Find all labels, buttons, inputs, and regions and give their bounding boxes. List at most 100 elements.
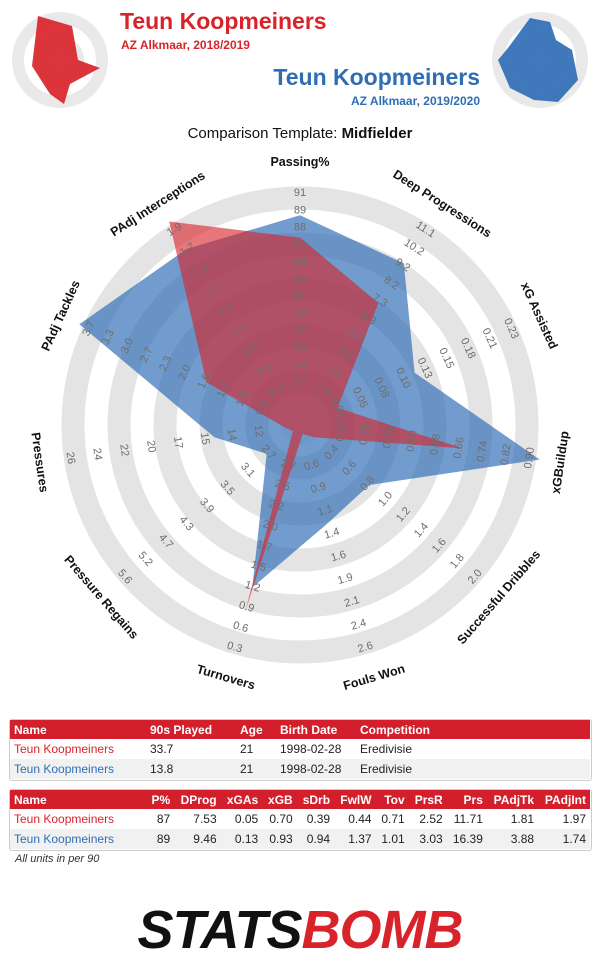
- axis-tick-label: 26: [64, 451, 78, 465]
- info-cell: Teun Koopmeiners: [10, 739, 146, 759]
- stats-cell: 0.44: [334, 809, 376, 829]
- axis-tick-label: 1.5: [249, 559, 267, 575]
- axis-tick-label: 89: [294, 204, 306, 216]
- axis-tick-label: 1.4: [323, 526, 341, 542]
- axis-tick-label: 82: [294, 273, 306, 285]
- stats-cell: 3.03: [408, 829, 447, 849]
- axis-tick-label: 17: [171, 436, 185, 450]
- axis-tick-label: 24: [90, 447, 104, 461]
- player2-name: Teun Koopmeiners: [273, 64, 480, 90]
- stats-cell: 1.97: [538, 809, 590, 829]
- axis-tick-label: 0.74: [475, 440, 490, 463]
- info-header-name: Name: [10, 720, 146, 739]
- axis-label: xG Assisted: [518, 280, 561, 351]
- info-cell: 1998-02-28: [276, 759, 356, 779]
- player1-radar-logo: [12, 12, 108, 108]
- stats-header: Name: [10, 790, 146, 809]
- axis-tick-label: 0.43: [381, 426, 396, 449]
- stats-cell: 0.94: [296, 829, 335, 849]
- axis-tick-label: 84: [294, 256, 306, 268]
- axis-tick-label: 3.3: [100, 328, 117, 347]
- axis-tick-label: 0.9: [237, 599, 255, 615]
- info-cell: 13.8: [146, 759, 236, 779]
- axis-tick-label: 22: [117, 443, 131, 457]
- axis-tick-label: 5.2: [136, 549, 155, 568]
- axis-tick-label: 0.6: [303, 457, 321, 473]
- stats-cell: 0.70: [262, 809, 297, 829]
- axis-tick-label: 2.5: [273, 478, 291, 494]
- axis-tick-label: 0.6: [232, 619, 250, 635]
- table-row: Teun Koopmeiners 33.7 21 1998-02-28 Ered…: [10, 739, 590, 759]
- axis-tick-label: 86: [294, 239, 306, 251]
- axis-label: PAdj Tackles: [39, 278, 83, 353]
- axis-tick-label: 0.9: [309, 480, 327, 496]
- axis-tick-label: 0.27: [334, 420, 349, 443]
- axis-tick-label: 1.0: [234, 389, 251, 408]
- radar-ring: [61, 186, 539, 664]
- stats-cell: 0.93: [262, 829, 297, 849]
- axis-tick-label: 0.3: [226, 640, 244, 656]
- radar-chart: 727476777981828486888991Passing%2.43.44.…: [28, 155, 571, 693]
- stats-cell: Teun Koopmeiners: [10, 829, 146, 849]
- axis-tick-label: 0.58: [428, 433, 443, 456]
- info-cell: 21: [236, 759, 276, 779]
- axis-tick-label: 0.35: [358, 423, 373, 446]
- info-cell: 33.7: [146, 739, 236, 759]
- table-row: Teun Koopmeiners 89 9.46 0.13 0.93 0.94 …: [10, 829, 590, 849]
- axis-tick-label: 1.0: [376, 489, 395, 508]
- stats-cell: 0.39: [296, 809, 335, 829]
- stats-header: FwlW: [334, 790, 376, 809]
- template-name: Midfielder: [341, 125, 413, 142]
- axis-tick-label: 91: [294, 187, 306, 199]
- player1-team-season: AZ Alkmaar, 2018/2019: [121, 38, 250, 52]
- table-row: Teun Koopmeiners 87 7.53 0.05 0.70 0.39 …: [10, 809, 590, 829]
- axis-tick-label: 0.50: [405, 430, 420, 453]
- axis-tick-label: 1.7: [255, 538, 273, 554]
- stats-cell: 87: [146, 809, 175, 829]
- axis-tick-label: 72: [294, 377, 306, 389]
- info-header-birth: Birth Date: [276, 720, 356, 739]
- stats-header: Prs: [446, 790, 487, 809]
- axis-tick-label: 1.2: [243, 579, 261, 595]
- axis-tick-label: 12: [252, 424, 266, 438]
- axis-tick-label: 2.0: [176, 363, 193, 382]
- info-header-90s: 90s Played: [146, 720, 236, 739]
- comparison-template: Comparison Template: Midfielder: [0, 125, 600, 142]
- statsbomb-logo: STATSBOMB: [138, 900, 464, 960]
- axis-tick-label: 79: [294, 308, 306, 320]
- player1-name: Teun Koopmeiners: [120, 8, 327, 34]
- stats-cell: 16.39: [446, 829, 487, 849]
- stats-header: Tov: [375, 790, 409, 809]
- axis-tick-label: 0.90: [522, 447, 537, 470]
- axis-tick-label: 81: [294, 291, 306, 303]
- stats-header: sDrb: [296, 790, 335, 809]
- stats-cell: 1.81: [486, 809, 539, 829]
- info-table: Name 90s Played Age Birth Date Competiti…: [10, 720, 590, 779]
- stats-header: PAdjTk: [486, 790, 539, 809]
- axis-label: Pressures: [28, 431, 50, 493]
- axis-tick-label: 1.1: [316, 503, 334, 519]
- axis-tick-label: 0.66: [452, 436, 467, 459]
- axis-tick-label: 3.7: [80, 319, 97, 338]
- axis-tick-label: 2.7: [138, 345, 155, 364]
- axis-tick-label: 2.3: [157, 354, 174, 373]
- stats-header: PAdjInt: [538, 790, 590, 809]
- axis-tick-label: 0.82: [499, 443, 514, 466]
- series-polygon-player1: [169, 221, 463, 613]
- info-cell: Eredivisie: [356, 739, 590, 759]
- stats-table-frame: [9, 789, 592, 851]
- axis-label: Fouls Won: [342, 662, 407, 693]
- stats-cell: 3.88: [486, 829, 539, 849]
- brand-text: STATSBOMB: [138, 900, 463, 960]
- stats-cell: 0.13: [220, 829, 263, 849]
- player2-radar-logo: [492, 12, 588, 108]
- axis-tick-label: 15: [198, 432, 212, 446]
- axis-tick-label: 1.9: [336, 571, 354, 587]
- info-cell: Teun Koopmeiners: [10, 759, 146, 779]
- axis-tick-label: 2.0: [261, 518, 279, 534]
- stats-cell: 9.46: [174, 829, 221, 849]
- stats-cell: 1.37: [334, 829, 376, 849]
- stats-cell: 0.05: [220, 809, 263, 829]
- info-cell: 21: [236, 739, 276, 759]
- info-table-frame: [9, 719, 592, 781]
